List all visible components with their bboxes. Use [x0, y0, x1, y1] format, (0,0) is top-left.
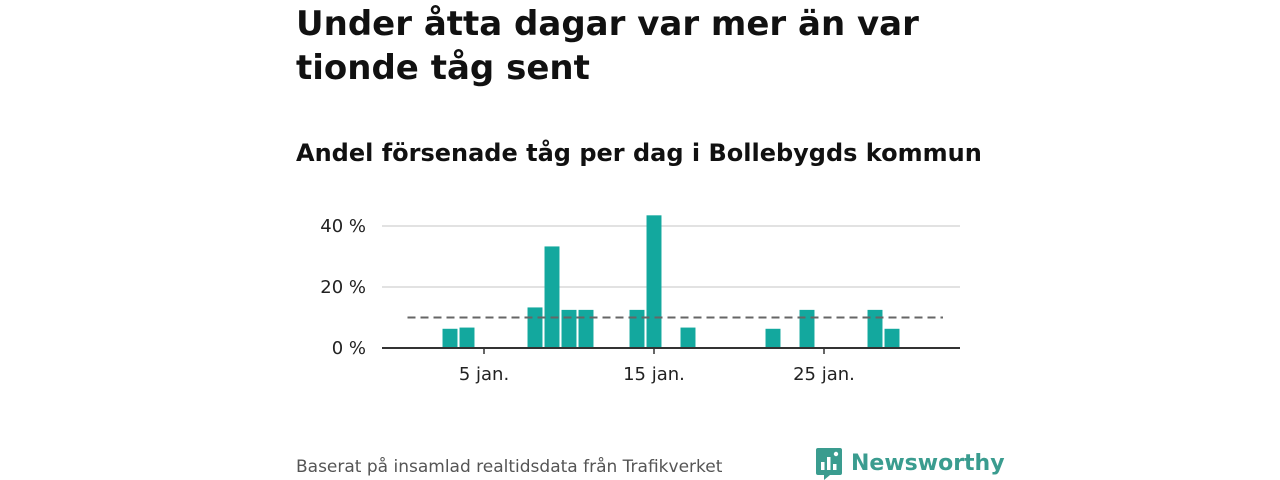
y-tick-label: 0 %: [332, 338, 366, 359]
bar: [442, 328, 458, 348]
bar: [459, 327, 475, 348]
x-tick-label: 15 jan.: [623, 364, 685, 385]
source-note: Baserat på insamlad realtidsdata från Tr…: [296, 457, 723, 477]
newsworthy-logo: Newsworthy: [815, 446, 1005, 480]
chart-subtitle: Andel försenade tåg per dag i Bollebygds…: [296, 139, 982, 167]
bar: [561, 309, 577, 348]
chart-title: Under åtta dagar var mer än var tionde t…: [296, 4, 919, 88]
bar-chart: 0 % 20 % 40 % 5 jan. 15 jan. 25 jan.: [320, 215, 960, 385]
bar: [646, 215, 662, 348]
brand-name: Newsworthy: [851, 450, 1005, 476]
x-tick-label: 25 jan.: [793, 364, 855, 385]
bar: [799, 309, 815, 348]
bar: [680, 327, 696, 348]
bar: [884, 328, 900, 348]
bar: [544, 246, 560, 348]
y-tick-label: 20 %: [320, 277, 366, 298]
bar: [527, 307, 543, 348]
y-tick-label: 40 %: [320, 216, 366, 237]
bar: [578, 309, 594, 348]
bar: [629, 309, 645, 348]
x-tick-label: 5 jan.: [459, 364, 509, 385]
bar: [867, 309, 883, 348]
bar: [765, 328, 781, 348]
bar-chart-icon: [816, 448, 842, 480]
